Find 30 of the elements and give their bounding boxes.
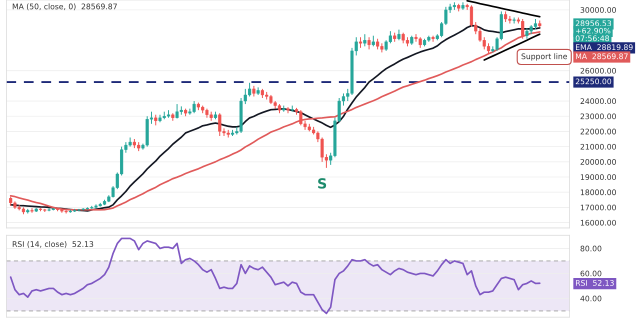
candlestick xyxy=(478,28,482,42)
candlestick xyxy=(252,85,256,97)
candlestick xyxy=(372,35,375,47)
candlestick xyxy=(534,18,538,30)
candlestick xyxy=(175,104,179,119)
candlestick xyxy=(486,42,490,54)
candlestick xyxy=(154,114,158,126)
candlestick xyxy=(525,28,529,40)
candlestick xyxy=(367,36,371,50)
candlestick xyxy=(470,4,474,28)
candlestick xyxy=(393,32,396,42)
candlestick xyxy=(269,94,273,105)
candlestick xyxy=(397,29,401,41)
candlestick xyxy=(363,34,366,47)
candlestick xyxy=(504,10,508,23)
candlestick xyxy=(358,36,362,48)
line-series xyxy=(466,0,541,18)
candlestick xyxy=(410,35,414,46)
candlestick xyxy=(380,42,384,53)
line-series xyxy=(10,238,541,314)
candlestick xyxy=(384,40,388,52)
candlestick xyxy=(402,32,405,44)
candlestick xyxy=(205,108,209,118)
candlestick xyxy=(376,38,380,50)
annotation: S xyxy=(318,178,326,189)
candlestick xyxy=(278,104,282,114)
candlestick xyxy=(406,36,410,47)
candlestick xyxy=(9,196,12,206)
candlestick xyxy=(218,112,222,136)
candlestick xyxy=(418,36,422,48)
